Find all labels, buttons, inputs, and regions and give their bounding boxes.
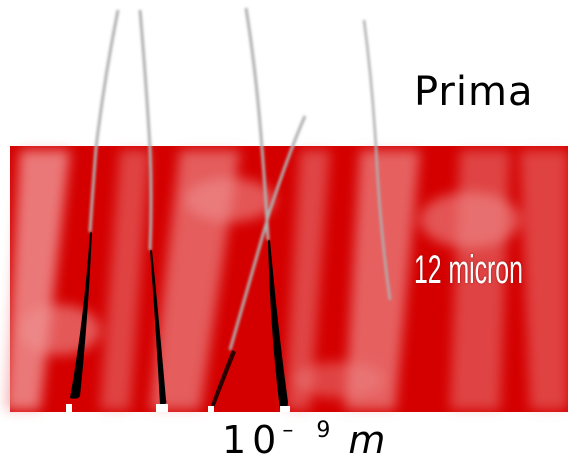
thickness-label: 12 micron bbox=[414, 248, 523, 292]
scale-unit: m bbox=[348, 418, 386, 462]
scale-base: 10 bbox=[222, 418, 283, 462]
film-bottom-marks bbox=[66, 404, 290, 412]
film-cracks bbox=[70, 232, 288, 410]
fibers bbox=[88, 7, 392, 351]
film-texture bbox=[5, 150, 568, 410]
scale-label: 10– 9 m bbox=[222, 418, 386, 462]
scale-exponent: – 9 bbox=[282, 418, 339, 443]
before-label: Prima bbox=[414, 69, 534, 115]
